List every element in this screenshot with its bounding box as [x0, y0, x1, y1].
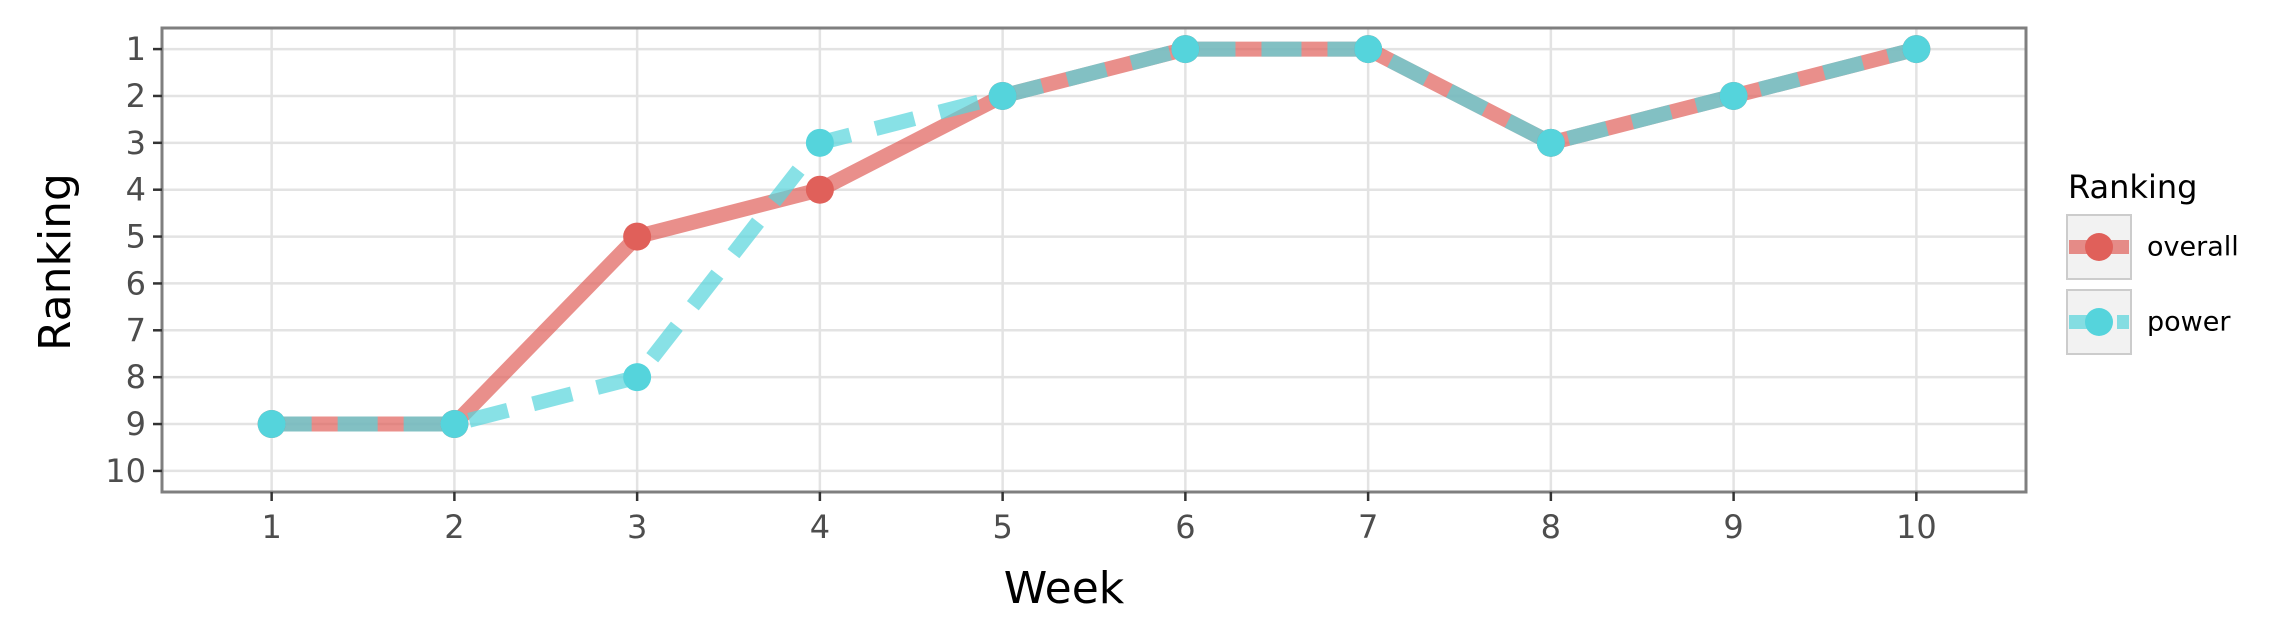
y-tick-label: 7 — [126, 311, 146, 349]
x-tick-label: 3 — [627, 508, 647, 546]
y-tick-label: 6 — [126, 264, 146, 302]
y-axis-title: Ranking — [30, 173, 81, 351]
series-line-power — [271, 41, 1919, 432]
data-point-power — [1902, 35, 1931, 64]
data-point-power — [805, 128, 834, 157]
x-tick-label: 10 — [1896, 508, 1937, 546]
x-tick-label: 6 — [1175, 508, 1195, 546]
data-point-power — [1536, 128, 1565, 157]
x-tick-label: 9 — [1723, 508, 1743, 546]
legend-label-power: power — [2147, 307, 2231, 338]
y-tick-label: 5 — [126, 218, 146, 256]
data-point-power — [440, 410, 469, 439]
legend-label-overall: overall — [2147, 232, 2239, 263]
y-tick-label: 8 — [126, 358, 146, 396]
y-tick-label: 10 — [105, 452, 146, 490]
x-axis-title: Week — [1004, 563, 1125, 614]
legend-title: Ranking — [2068, 168, 2197, 206]
data-point-power — [1719, 81, 1748, 110]
legend-keys: overall power — [2066, 214, 2239, 355]
data-point-power — [988, 81, 1017, 110]
series-points — [257, 35, 1931, 439]
y-tick-label: 2 — [126, 77, 146, 115]
y-tick-labels: 1 2 3 4 5 6 7 8 9 10 — [105, 30, 146, 490]
x-tick-label: 7 — [1358, 508, 1378, 546]
x-tick-label: 4 — [810, 508, 830, 546]
legend-key-point-power — [2085, 308, 2113, 336]
legend: Ranking overall power — [2066, 168, 2239, 355]
x-tick-label: 2 — [444, 508, 464, 546]
series-lines — [271, 41, 1919, 432]
y-tick-label: 1 — [126, 30, 146, 68]
legend-key-point-overall — [2085, 233, 2113, 261]
axis-ticks — [153, 47, 1918, 501]
data-point-power — [623, 363, 652, 392]
data-point-power — [257, 410, 286, 439]
y-tick-label: 3 — [126, 124, 146, 162]
data-point-overall — [623, 222, 652, 251]
y-tick-label: 9 — [126, 405, 146, 443]
data-point-overall — [805, 175, 834, 204]
plot-border — [160, 26, 2028, 494]
data-point-power — [1171, 35, 1200, 64]
x-tick-labels: 1 2 3 4 5 6 7 8 9 10 — [261, 508, 1936, 546]
x-tick-label: 8 — [1541, 508, 1561, 546]
data-point-power — [1354, 35, 1383, 64]
y-tick-label: 4 — [126, 171, 146, 209]
x-tick-label: 5 — [992, 508, 1012, 546]
x-tick-label: 1 — [261, 508, 281, 546]
